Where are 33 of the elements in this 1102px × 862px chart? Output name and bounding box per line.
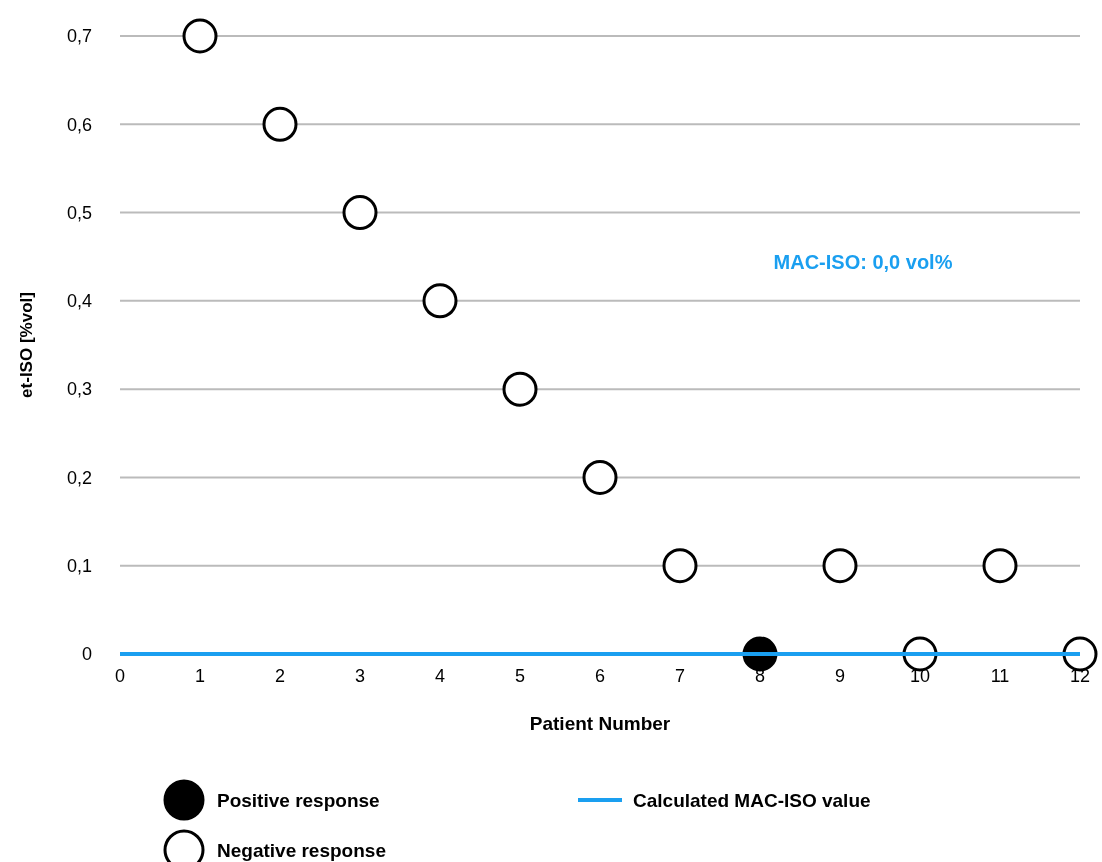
point (342, 195, 378, 231)
x-tick-label: 3 (354, 666, 366, 686)
x-tick-label: 9 (834, 666, 846, 686)
point (502, 371, 538, 407)
legend-label: Negative response (217, 839, 386, 861)
x-tick-label: 1 (194, 666, 206, 686)
point (822, 548, 858, 584)
x-tick-label: 4 (434, 666, 446, 686)
point (582, 459, 618, 495)
point (422, 283, 458, 319)
point (982, 548, 1018, 584)
y-tick-label: 0,2 (66, 467, 92, 488)
y-tick-label: 0,7 (66, 26, 92, 47)
y-tick-label: 0,6 (66, 114, 92, 135)
y-axis-title: et-ISO [%vol] (17, 292, 36, 398)
x-tick-label: 2 (274, 666, 286, 686)
x-tick-label: 7 (674, 666, 686, 686)
x-tick-label: 0 (114, 666, 126, 686)
point (662, 548, 698, 584)
x-tick-label: 6 (594, 666, 606, 686)
point (182, 18, 218, 54)
y-tick-label: 0,1 (66, 556, 92, 577)
annotation: MAC-ISO: 0,0 vol% (773, 251, 953, 273)
y-tick-label: 0,4 (66, 291, 92, 312)
y-tick-label: 0,5 (66, 202, 92, 223)
y-tick-label: 0,3 (66, 379, 92, 400)
x-tick-label: 5 (514, 666, 526, 686)
legend-label: Calculated MAC-ISO value (633, 789, 871, 811)
x-axis-title: Patient Number (529, 713, 671, 734)
y-tick-label: 0 (81, 644, 92, 665)
point (262, 106, 298, 142)
legend-label: Positive response (217, 789, 380, 811)
x-tick-label: 11 (990, 666, 1010, 686)
